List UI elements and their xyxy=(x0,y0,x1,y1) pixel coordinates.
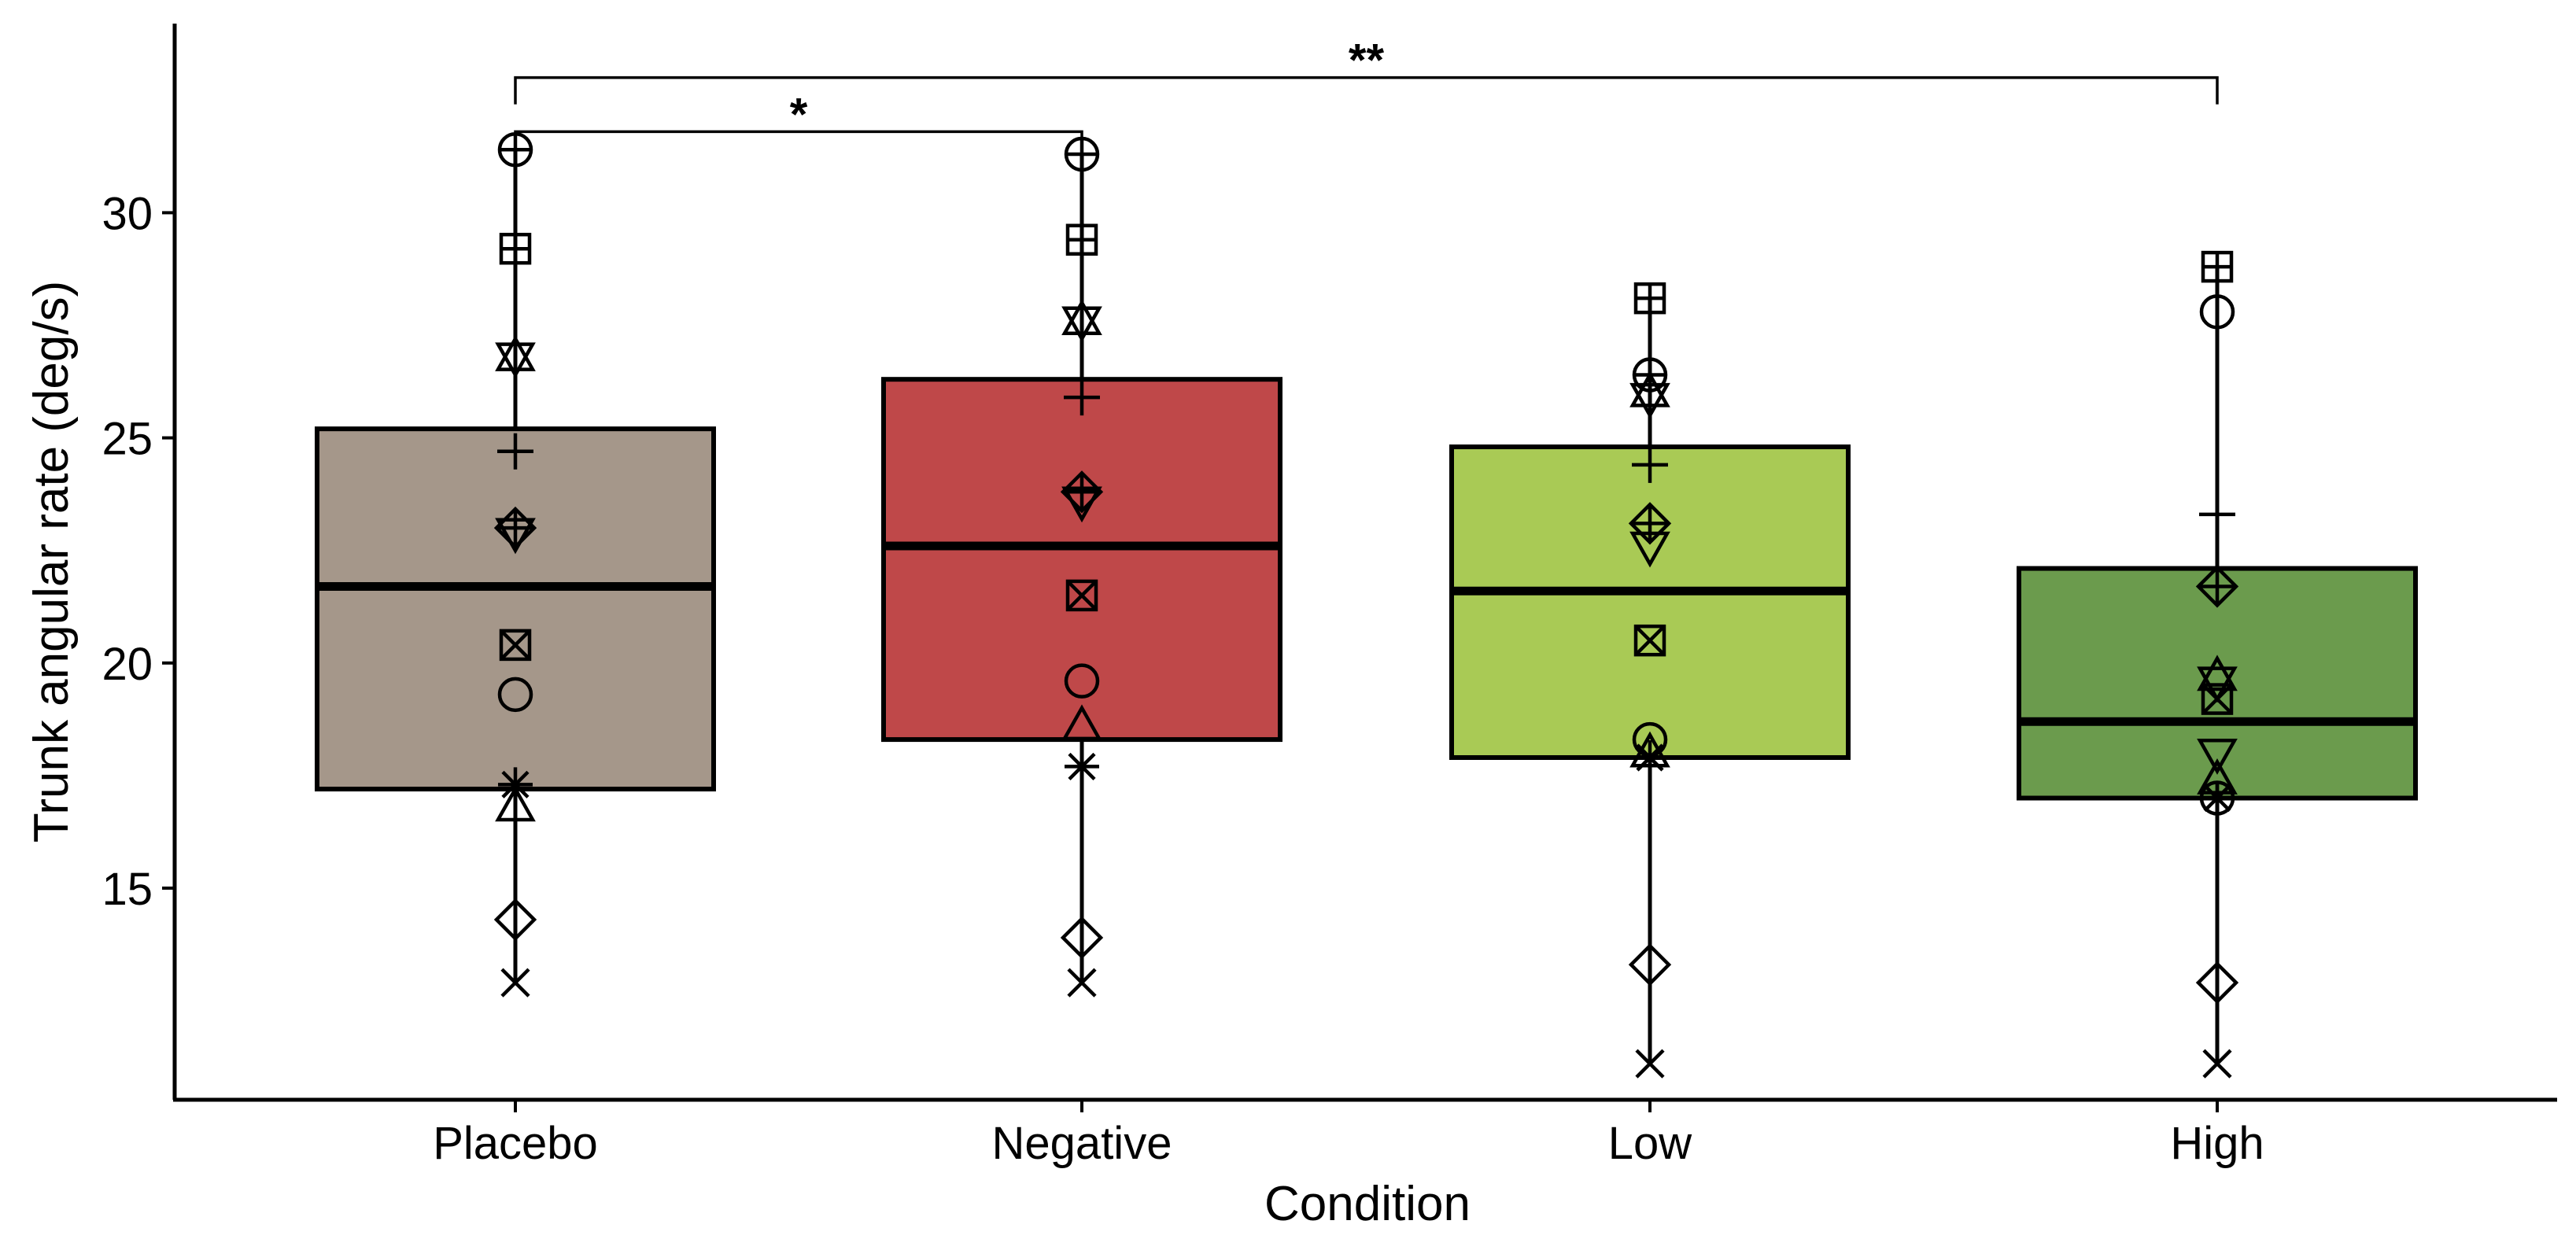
boxes xyxy=(315,149,2418,1064)
marker-plus-high-4 xyxy=(2199,496,2235,533)
significance-bracket-1 xyxy=(514,76,2219,105)
marker-triangle-down-low-3 xyxy=(1629,382,1670,419)
x-axis-title: Condition xyxy=(1264,1177,1471,1231)
marker-triangle-up-negative-2 xyxy=(1061,299,1102,336)
marker-square-x-placebo-7 xyxy=(499,629,532,662)
significance-label-0: * xyxy=(790,89,808,140)
marker-square-x-negative-7 xyxy=(1065,579,1098,612)
marker-x-negative-12 xyxy=(1067,968,1097,997)
marker-plus-low-4 xyxy=(1632,446,1668,483)
marker-asterisk-negative-10 xyxy=(1065,749,1099,784)
marker-square-x-low-7 xyxy=(1633,624,1666,657)
significance-label-1: ** xyxy=(1349,35,1385,87)
marker-square-x-high-7 xyxy=(2201,683,2234,715)
marker-square-plus-placebo-1 xyxy=(499,232,532,265)
marker-x-low-12 xyxy=(1635,1049,1665,1079)
y-tick-label-25: 25 xyxy=(101,414,153,465)
marker-triangle-up-placebo-2 xyxy=(495,334,536,371)
marker-circle-negative-8 xyxy=(1064,663,1100,699)
marker-circle-placebo-8 xyxy=(497,677,533,713)
marker-triangle-down-placebo-3 xyxy=(495,342,536,379)
marker-asterisk-placebo-10 xyxy=(498,767,533,802)
y-tick-label-15: 15 xyxy=(101,864,153,915)
marker-diamond-negative-11 xyxy=(1060,916,1104,960)
marker-diamond-plus-low-5 xyxy=(1628,502,1672,545)
marker-circle-high-8 xyxy=(2199,294,2235,330)
box-negative xyxy=(881,377,1282,743)
marker-diamond-low-11 xyxy=(1628,943,1672,986)
x-axis-ticks: Placebo Negative Low High xyxy=(433,1100,2264,1169)
significance-brackets: *** xyxy=(514,35,2219,159)
x-tick-label-high: High xyxy=(2170,1118,2264,1169)
box-low xyxy=(1449,444,1851,760)
marker-plus-negative-4 xyxy=(1064,379,1100,416)
marker-asterisk-low-10 xyxy=(1633,739,1667,775)
y-axis-ticks: 15 20 25 30 xyxy=(101,188,175,915)
y-tick-label-30: 30 xyxy=(101,188,153,239)
marker-triangle-down-negative-6 xyxy=(1061,486,1102,523)
marker-asterisk-high-10 xyxy=(2200,780,2235,816)
marker-diamond-high-11 xyxy=(2195,961,2239,1005)
marker-square-plus-negative-1 xyxy=(1065,223,1098,256)
marker-triangle-up-placebo-9 xyxy=(495,785,536,822)
x-tick-label-low: Low xyxy=(1608,1118,1693,1169)
y-tick-label-20: 20 xyxy=(101,639,153,690)
marker-triangle-down-negative-3 xyxy=(1061,306,1102,343)
marker-diamond-plus-high-5 xyxy=(2195,565,2239,608)
marker-triangle-down-low-6 xyxy=(1629,531,1670,568)
marker-diamond-plus-negative-5 xyxy=(1060,470,1104,514)
participant-markers xyxy=(493,132,2239,1079)
marker-triangle-down-placebo-6 xyxy=(495,518,536,555)
x-tick-label-placebo: Placebo xyxy=(433,1118,598,1169)
marker-diamond-placebo-11 xyxy=(493,898,537,942)
marker-triangle-up-negative-9 xyxy=(1061,704,1102,741)
box-placebo xyxy=(315,426,716,792)
marker-x-high-12 xyxy=(2202,1049,2232,1079)
marker-plus-placebo-4 xyxy=(497,433,533,470)
significance-bracket-0 xyxy=(514,130,1083,159)
y-axis-title: Trunk angular rate (deg/s) xyxy=(24,281,79,843)
marker-triangle-up-high-2 xyxy=(2197,655,2238,691)
marker-square-plus-high-1 xyxy=(2201,250,2234,283)
marker-x-placebo-12 xyxy=(500,968,530,997)
marker-triangle-down-high-6 xyxy=(2197,739,2238,775)
marker-square-plus-low-1 xyxy=(1633,282,1666,315)
x-tick-label-negative: Negative xyxy=(992,1118,1172,1169)
marker-triangle-up-low-2 xyxy=(1629,371,1670,407)
